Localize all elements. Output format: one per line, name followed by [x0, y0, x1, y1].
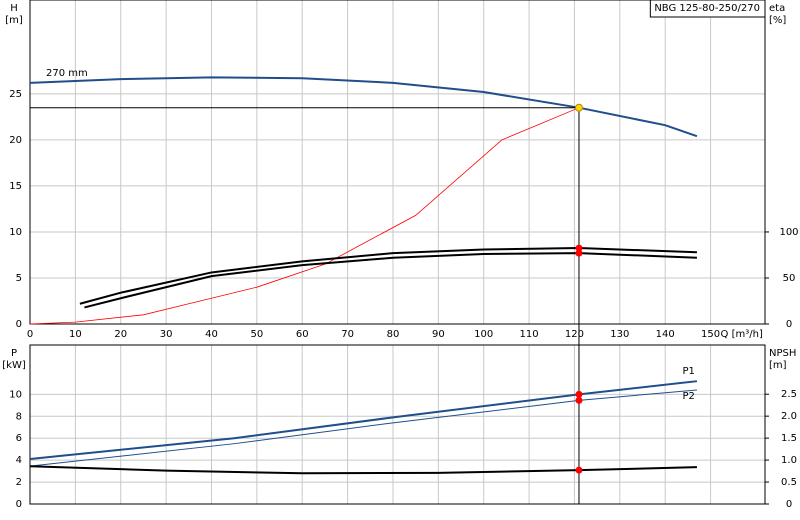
y-tick-label: 10: [9, 389, 22, 400]
curve: [29, 107, 580, 325]
y2-axis-label: eta: [769, 3, 785, 14]
x-tick-label: 20: [114, 329, 127, 340]
curve: [79, 247, 697, 305]
y2-tick-label: 1.0: [781, 455, 797, 466]
operating-point: [575, 390, 583, 398]
y2-tick-label: 0: [786, 319, 792, 330]
y-tick-label: 25: [9, 89, 22, 100]
operating-point: [575, 249, 583, 257]
curve: [29, 380, 698, 461]
plot-area: [30, 0, 765, 324]
y2-tick-label: 100: [779, 227, 798, 238]
y2-tick-label: 50: [783, 273, 796, 284]
operating-point: [575, 466, 583, 474]
x-tick-label: 50: [250, 329, 263, 340]
y-tick-label: 20: [9, 135, 22, 146]
y-tick-label: 15: [9, 181, 22, 192]
curve: [84, 252, 697, 309]
y-tick-label: 6: [16, 433, 22, 444]
chart-title: NBG 125-80-250/270: [654, 3, 760, 14]
y2-tick-label: 0: [786, 499, 792, 510]
x-tick-label: 30: [160, 329, 173, 340]
x-tick-label: 70: [341, 329, 354, 340]
y-axis-unit: [m]: [5, 15, 23, 26]
x-tick-label: 10: [69, 329, 82, 340]
y-tick-label: 5: [16, 273, 22, 284]
x-tick-label: 150: [701, 329, 720, 340]
x-tick-label: 140: [656, 329, 675, 340]
y2-axis-label: NPSH: [769, 348, 796, 359]
y-tick-label: 4: [16, 455, 22, 466]
series-label: P1: [683, 366, 695, 377]
y2-tick-label: 1.5: [781, 433, 797, 444]
curve: [29, 76, 698, 138]
y2-axis-unit: [m]: [769, 360, 787, 371]
x-tick-label: 0: [27, 329, 33, 340]
operating-point: [574, 103, 583, 112]
curve: [29, 465, 697, 475]
operating-point: [575, 396, 583, 404]
x-tick-label: 60: [296, 329, 309, 340]
series-label: 270 mm: [46, 68, 88, 79]
operating-point: [575, 244, 583, 252]
x-tick-label: 90: [432, 329, 445, 340]
title-box: [649, 0, 766, 18]
x-tick-label: 80: [387, 329, 400, 340]
plot-frame: [29, 0, 766, 325]
plot-frame: [29, 344, 766, 505]
y-tick-label: 0: [16, 319, 22, 330]
curve: [29, 389, 697, 467]
x-axis-label: Q [m³/h]: [721, 329, 763, 340]
y2-tick-label: 2.0: [781, 411, 797, 422]
x-tick-label: 40: [205, 329, 218, 340]
x-tick-label: 130: [610, 329, 629, 340]
y2-tick-label: 0.5: [781, 477, 797, 488]
y-axis-label: H: [10, 3, 18, 14]
y2-tick-label: 2.5: [781, 389, 797, 400]
y-axis-label: P: [11, 348, 17, 359]
series-label: P2: [683, 391, 695, 402]
x-tick-label: 100: [474, 329, 493, 340]
x-tick-label: 110: [520, 329, 539, 340]
y-tick-label: 10: [9, 227, 22, 238]
plot-area: [30, 345, 765, 504]
y-axis-unit: [kW]: [2, 360, 26, 371]
y-tick-label: 8: [16, 411, 22, 422]
y-tick-label: 0: [16, 499, 22, 510]
x-tick-label: 120: [565, 329, 584, 340]
y2-axis-unit: [%]: [769, 15, 786, 26]
y-tick-label: 2: [16, 477, 22, 488]
